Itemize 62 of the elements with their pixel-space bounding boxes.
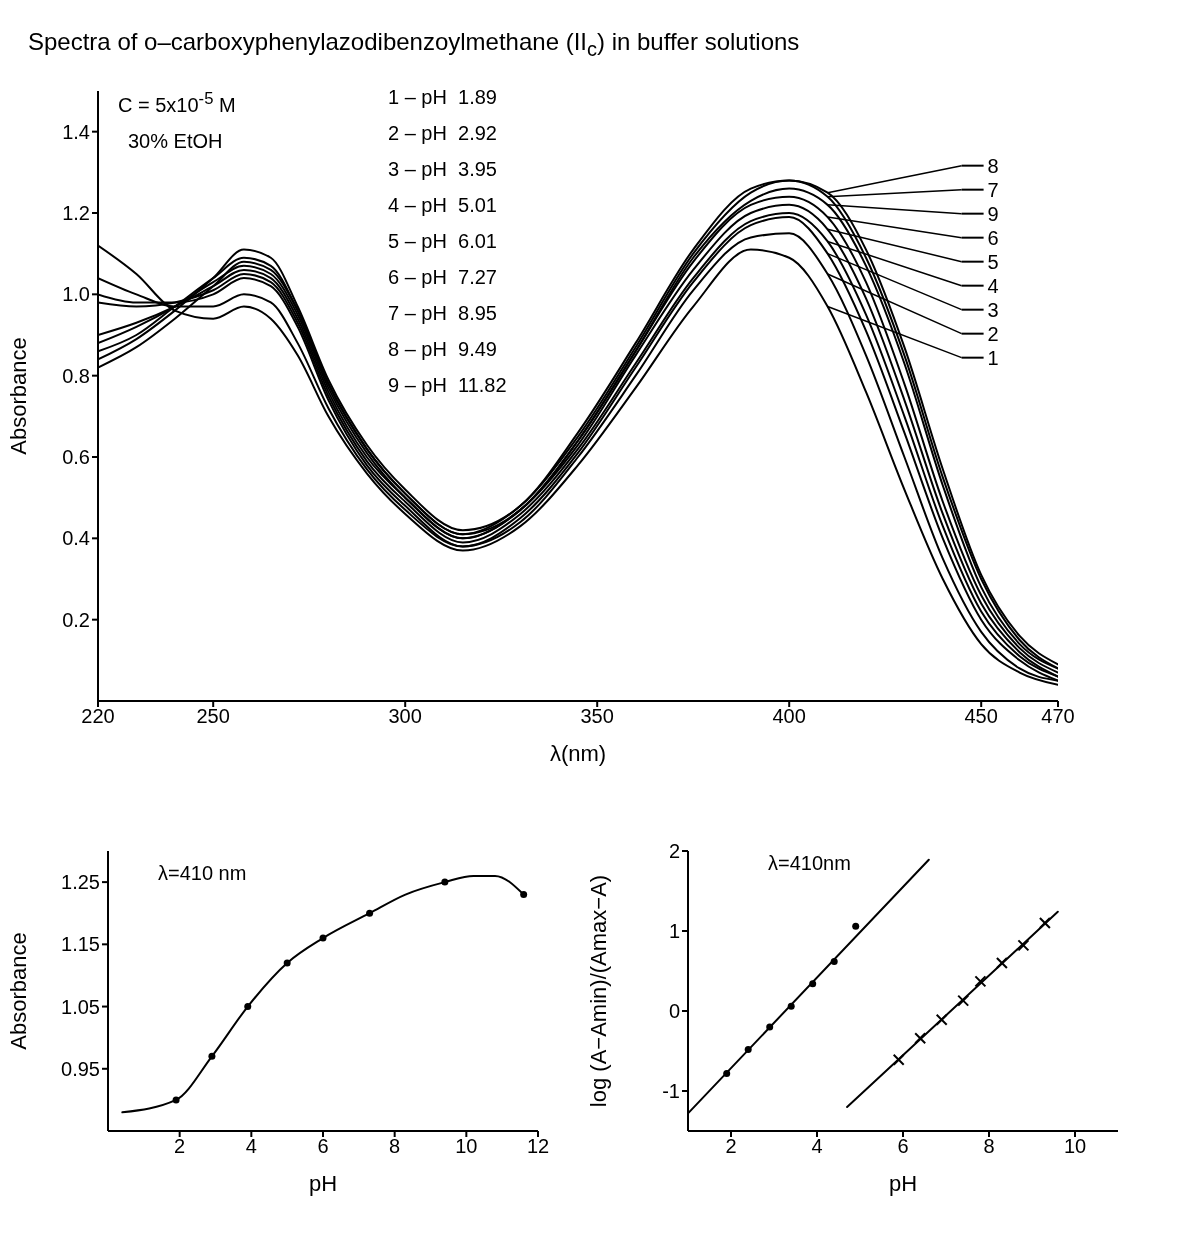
y-axis-title: Absorbance	[5, 932, 31, 1050]
annotation: 8 ‒ pH 9.49	[388, 336, 497, 361]
x-axis-title: λ(nm)	[549, 740, 607, 766]
x-tick-label: 8	[983, 1135, 995, 1157]
x-tick-label: 10	[455, 1135, 478, 1157]
y-tick-label: 1.0	[62, 283, 90, 306]
x-tick-label: 12	[526, 1135, 550, 1157]
x-tick-label: 4	[245, 1135, 257, 1157]
y-axis-title: log (A−Amin)/(Amax−A)	[585, 874, 611, 1107]
x-tick-label: 10	[1063, 1135, 1087, 1157]
x-axis-title: pH	[308, 1170, 338, 1196]
annotation: 9 ‒ pH 11.82	[388, 372, 507, 397]
y-tick-label: 1.2	[62, 201, 90, 224]
x-tick-label: 220	[81, 705, 115, 727]
y-tick-label: 0.4	[62, 527, 90, 550]
y-tick-label: -1	[662, 1079, 680, 1102]
x-tick-label: 6	[897, 1135, 909, 1157]
legend-label: 9	[987, 202, 999, 225]
y-tick-label: 1	[668, 919, 680, 942]
y-tick-label: 0.6	[62, 445, 90, 468]
legend-label: 5	[987, 250, 999, 273]
y-tick-label: 1.05	[61, 995, 100, 1018]
legend-label: 7	[987, 178, 999, 201]
annotation: 4 ‒ pH 5.01	[388, 192, 497, 217]
y-tick-label: 2	[668, 839, 680, 862]
x-tick-label: 470	[1041, 705, 1075, 727]
legend-label: 6	[987, 226, 999, 249]
y-tick-label: 0.95	[61, 1057, 100, 1080]
x-tick-label: 300	[388, 705, 422, 727]
legend-label: 3	[987, 298, 999, 321]
x-tick-label: 4	[811, 1135, 823, 1157]
x-axis-title: pH	[888, 1170, 918, 1196]
y-tick-label: 1.15	[61, 933, 100, 956]
annotation: λ=410nm	[768, 850, 851, 875]
annotation: 7 ‒ pH 8.95	[388, 300, 497, 325]
legend-label: 2	[987, 322, 999, 345]
y-tick-label: 0	[668, 999, 680, 1022]
y-tick-label: 0.8	[62, 364, 90, 387]
y-tick-label: 1.4	[62, 120, 90, 143]
annotation: 5 ‒ pH 6.01	[388, 228, 497, 253]
x-tick-label: 400	[772, 705, 806, 727]
annotation: C = 5x10$^{-5}$ M	[118, 88, 236, 117]
legend-label: 1	[987, 346, 999, 369]
legend-label: 4	[987, 274, 999, 297]
legend-label: 8	[987, 154, 999, 177]
annotation: 1 ‒ pH 1.89	[388, 84, 497, 109]
x-tick-label: 2	[725, 1135, 737, 1157]
x-tick-label: 8	[389, 1135, 401, 1157]
x-tick-label: 6	[317, 1135, 329, 1157]
annotation: 3 ‒ pH 3.95	[388, 156, 497, 181]
y-tick-label: 1.25	[61, 871, 100, 894]
x-tick-label: 350	[580, 705, 614, 727]
annotation: 30% EtOH	[128, 128, 223, 153]
chart-title: Spectra of o‒carboxyphenylazodibenzoylmethane (II$_{c}$) in buffer solutions	[27, 27, 801, 62]
x-tick-label: 2	[174, 1135, 186, 1157]
y-tick-label: 0.2	[62, 608, 90, 631]
annotation: 2 ‒ pH 2.92	[388, 120, 497, 145]
annotation: 6 ‒ pH 7.27	[388, 264, 497, 289]
y-axis-title: Absorbance	[5, 337, 31, 455]
annotation: λ=410 nm	[158, 860, 247, 885]
x-tick-label: 450	[964, 705, 998, 727]
x-tick-label: 250	[196, 705, 230, 727]
